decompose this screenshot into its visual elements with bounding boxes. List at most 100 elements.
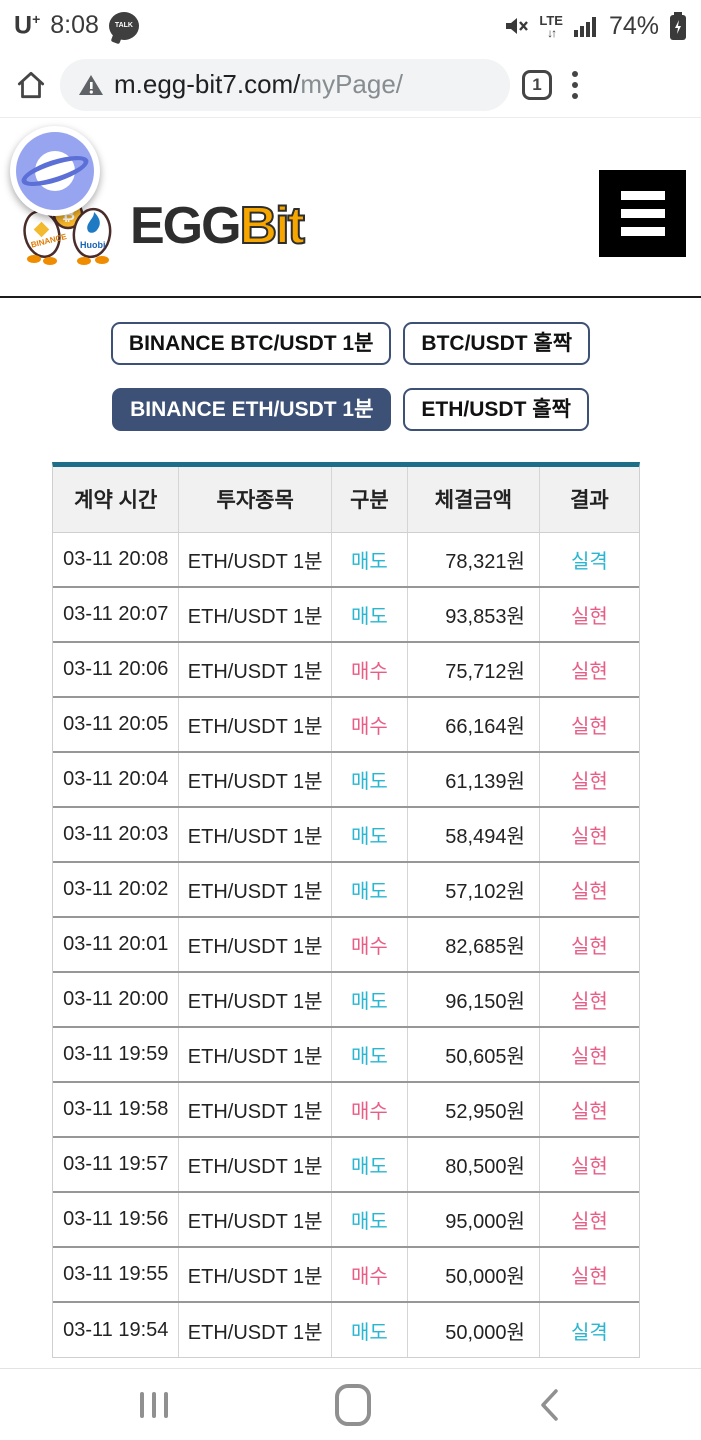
cell-contract-time: 03-11 20:00 (53, 971, 179, 1027)
carrier-label: U+ (14, 11, 41, 40)
cell-side: 매도 (330, 1026, 408, 1082)
cell-amount: 50,605원 (407, 1026, 540, 1082)
table-row: 03-11 20:04 ETH/USDT 1분 매도 61,139원 실현 (53, 751, 639, 807)
cell-side: 매수 (330, 641, 408, 697)
cell-side: 매도 (330, 1136, 408, 1192)
cell-contract-time: 03-11 20:03 (53, 806, 179, 862)
cell-contract-time: 03-11 19:54 (53, 1301, 179, 1357)
cell-asset: ETH/USDT 1분 (178, 1246, 332, 1302)
cell-side: 매수 (330, 1081, 408, 1137)
cell-side: 매도 (330, 532, 408, 587)
cell-side: 매수 (330, 696, 408, 752)
table-row: 03-11 20:00 ETH/USDT 1분 매도 96,150원 실현 (53, 971, 639, 1027)
signal-strength-icon (573, 17, 596, 37)
cell-asset: ETH/USDT 1분 (178, 696, 332, 752)
url-text: m.egg-bit7.com/myPage/ (114, 69, 404, 99)
eggbit-wordmark: EGGBit (130, 197, 306, 255)
table-row: 03-11 20:08 ETH/USDT 1분 매도 78,321원 실격 (53, 532, 639, 587)
cell-asset: ETH/USDT 1분 (178, 916, 332, 972)
trade-table-body: 03-11 20:08 ETH/USDT 1분 매도 78,321원 실격 03-11 2… (53, 532, 639, 1357)
cell-amount: 57,102원 (407, 861, 540, 917)
cell-result: 실현 (538, 806, 639, 862)
table-row: 03-11 20:05 ETH/USDT 1분 매수 66,164원 실현 (53, 696, 639, 752)
cell-asset: ETH/USDT 1분 (178, 861, 332, 917)
cell-side: 매도 (330, 1301, 408, 1357)
table-row: 03-11 20:03 ETH/USDT 1분 매도 58,494원 실현 (53, 806, 639, 862)
eggbit-mascots-icon: BINANCE ₿ Huobi (23, 198, 112, 265)
cell-side: 매도 (330, 861, 408, 917)
cell-asset: ETH/USDT 1분 (178, 751, 332, 807)
table-row: 03-11 20:01 ETH/USDT 1분 매수 82,685원 실현 (53, 916, 639, 972)
recents-icon[interactable] (140, 1391, 168, 1418)
eggbit-logo[interactable]: BINANCE ₿ Huobi EGGBit (18, 186, 306, 266)
cell-contract-time: 03-11 19:56 (53, 1191, 179, 1247)
cell-contract-time: 03-11 20:01 (53, 916, 179, 972)
cell-result: 실현 (538, 696, 639, 752)
cell-asset: ETH/USDT 1분 (178, 586, 332, 642)
url-address-bar[interactable]: m.egg-bit7.com/myPage/ (60, 58, 510, 111)
table-row: 03-11 19:58 ETH/USDT 1분 매수 52,950원 실현 (53, 1081, 639, 1137)
cell-contract-time: 03-11 20:06 (53, 641, 179, 697)
status-time: 8:08 (50, 11, 99, 40)
hamburger-menu-button[interactable] (599, 170, 686, 257)
cell-side: 매수 (330, 1246, 408, 1302)
cell-asset: ETH/USDT 1분 (178, 1301, 332, 1357)
binance-btc-usdt-button[interactable]: BINANCE BTC/USDT 1분 (110, 322, 392, 366)
tab-switcher-button[interactable]: 1 (522, 69, 552, 100)
trade-history-table-wrap: 계약 시간 투자종목 구분 체결금액 결과 03-11 20:08 ETH/USD… (52, 462, 640, 1358)
lte-network-icon: LTE ↓↑ (539, 12, 563, 40)
cell-result: 실현 (538, 1191, 639, 1247)
cell-amount: 95,000원 (407, 1191, 540, 1247)
table-row: 03-11 19:54 ETH/USDT 1분 매도 50,000원 실격 (53, 1301, 639, 1357)
table-row: 03-11 20:07 ETH/USDT 1분 매도 93,853원 실현 (53, 586, 639, 642)
cell-result: 실현 (538, 916, 639, 972)
cell-result: 실현 (538, 1026, 639, 1082)
samsung-internet-float-icon[interactable] (10, 126, 100, 216)
cell-result: 실현 (538, 641, 639, 697)
home-icon[interactable] (14, 68, 48, 102)
cell-result: 실현 (538, 1136, 639, 1192)
battery-percentage: 74% (608, 11, 659, 40)
cell-asset: ETH/USDT 1분 (178, 1191, 332, 1247)
cell-amount: 80,500원 (407, 1136, 540, 1192)
col-header-asset: 투자종목 (178, 467, 332, 533)
cell-side: 매수 (330, 916, 408, 972)
cell-amount: 61,139원 (407, 751, 540, 807)
col-header-side: 구분 (330, 467, 408, 533)
table-row: 03-11 19:59 ETH/USDT 1분 매도 50,605원 실현 (53, 1026, 639, 1082)
cell-asset: ETH/USDT 1분 (178, 1136, 332, 1192)
cell-amount: 50,000원 (407, 1246, 540, 1302)
cell-result: 실현 (538, 861, 639, 917)
binance-eth-usdt-button[interactable]: BINANCE ETH/USDT 1분 (112, 388, 392, 432)
cell-contract-time: 03-11 20:05 (53, 696, 179, 752)
mute-icon (506, 18, 529, 34)
home-nav-icon[interactable] (334, 1383, 371, 1426)
market-button-row-btc: BINANCE BTC/USDT 1분 BTC/USDT 홀짝 (0, 322, 701, 366)
cell-result: 실격 (538, 1301, 639, 1357)
cell-contract-time: 03-11 20:08 (53, 532, 179, 587)
eth-usdt-oddeven-button[interactable]: ETH/USDT 홀짝 (403, 388, 589, 432)
cell-asset: ETH/USDT 1분 (178, 806, 332, 862)
table-row: 03-11 20:02 ETH/USDT 1분 매도 57,102원 실현 (53, 861, 639, 917)
market-button-row-eth: BINANCE ETH/USDT 1분 ETH/USDT 홀짝 (0, 388, 701, 432)
browser-menu-icon[interactable] (564, 67, 586, 103)
kakaotalk-notification-icon: TALK (108, 11, 139, 40)
trade-history-table: 계약 시간 투자종목 구분 체결금액 결과 03-11 20:08 ETH/USD… (53, 467, 639, 1357)
cell-contract-time: 03-11 19:55 (53, 1246, 179, 1302)
cell-contract-time: 03-11 19:59 (53, 1026, 179, 1082)
table-row: 03-11 19:57 ETH/USDT 1분 매도 80,500원 실현 (53, 1136, 639, 1192)
cell-contract-time: 03-11 20:02 (53, 861, 179, 917)
cell-amount: 82,685원 (407, 916, 540, 972)
back-icon[interactable] (537, 1387, 561, 1423)
not-secure-warning-icon (79, 74, 103, 95)
cell-result: 실격 (538, 532, 639, 587)
status-bar: U+ 8:08 TALK LTE ↓↑ 74% (0, 0, 701, 52)
cell-asset: ETH/USDT 1분 (178, 532, 332, 587)
btc-usdt-oddeven-button[interactable]: BTC/USDT 홀짝 (403, 322, 591, 366)
table-header-row: 계약 시간 투자종목 구분 체결금액 결과 (53, 467, 639, 533)
cell-asset: ETH/USDT 1분 (178, 971, 332, 1027)
cell-contract-time: 03-11 19:57 (53, 1136, 179, 1192)
cell-result: 실현 (538, 586, 639, 642)
table-row: 03-11 19:55 ETH/USDT 1분 매수 50,000원 실현 (53, 1246, 639, 1302)
battery-charging-icon (670, 12, 686, 40)
